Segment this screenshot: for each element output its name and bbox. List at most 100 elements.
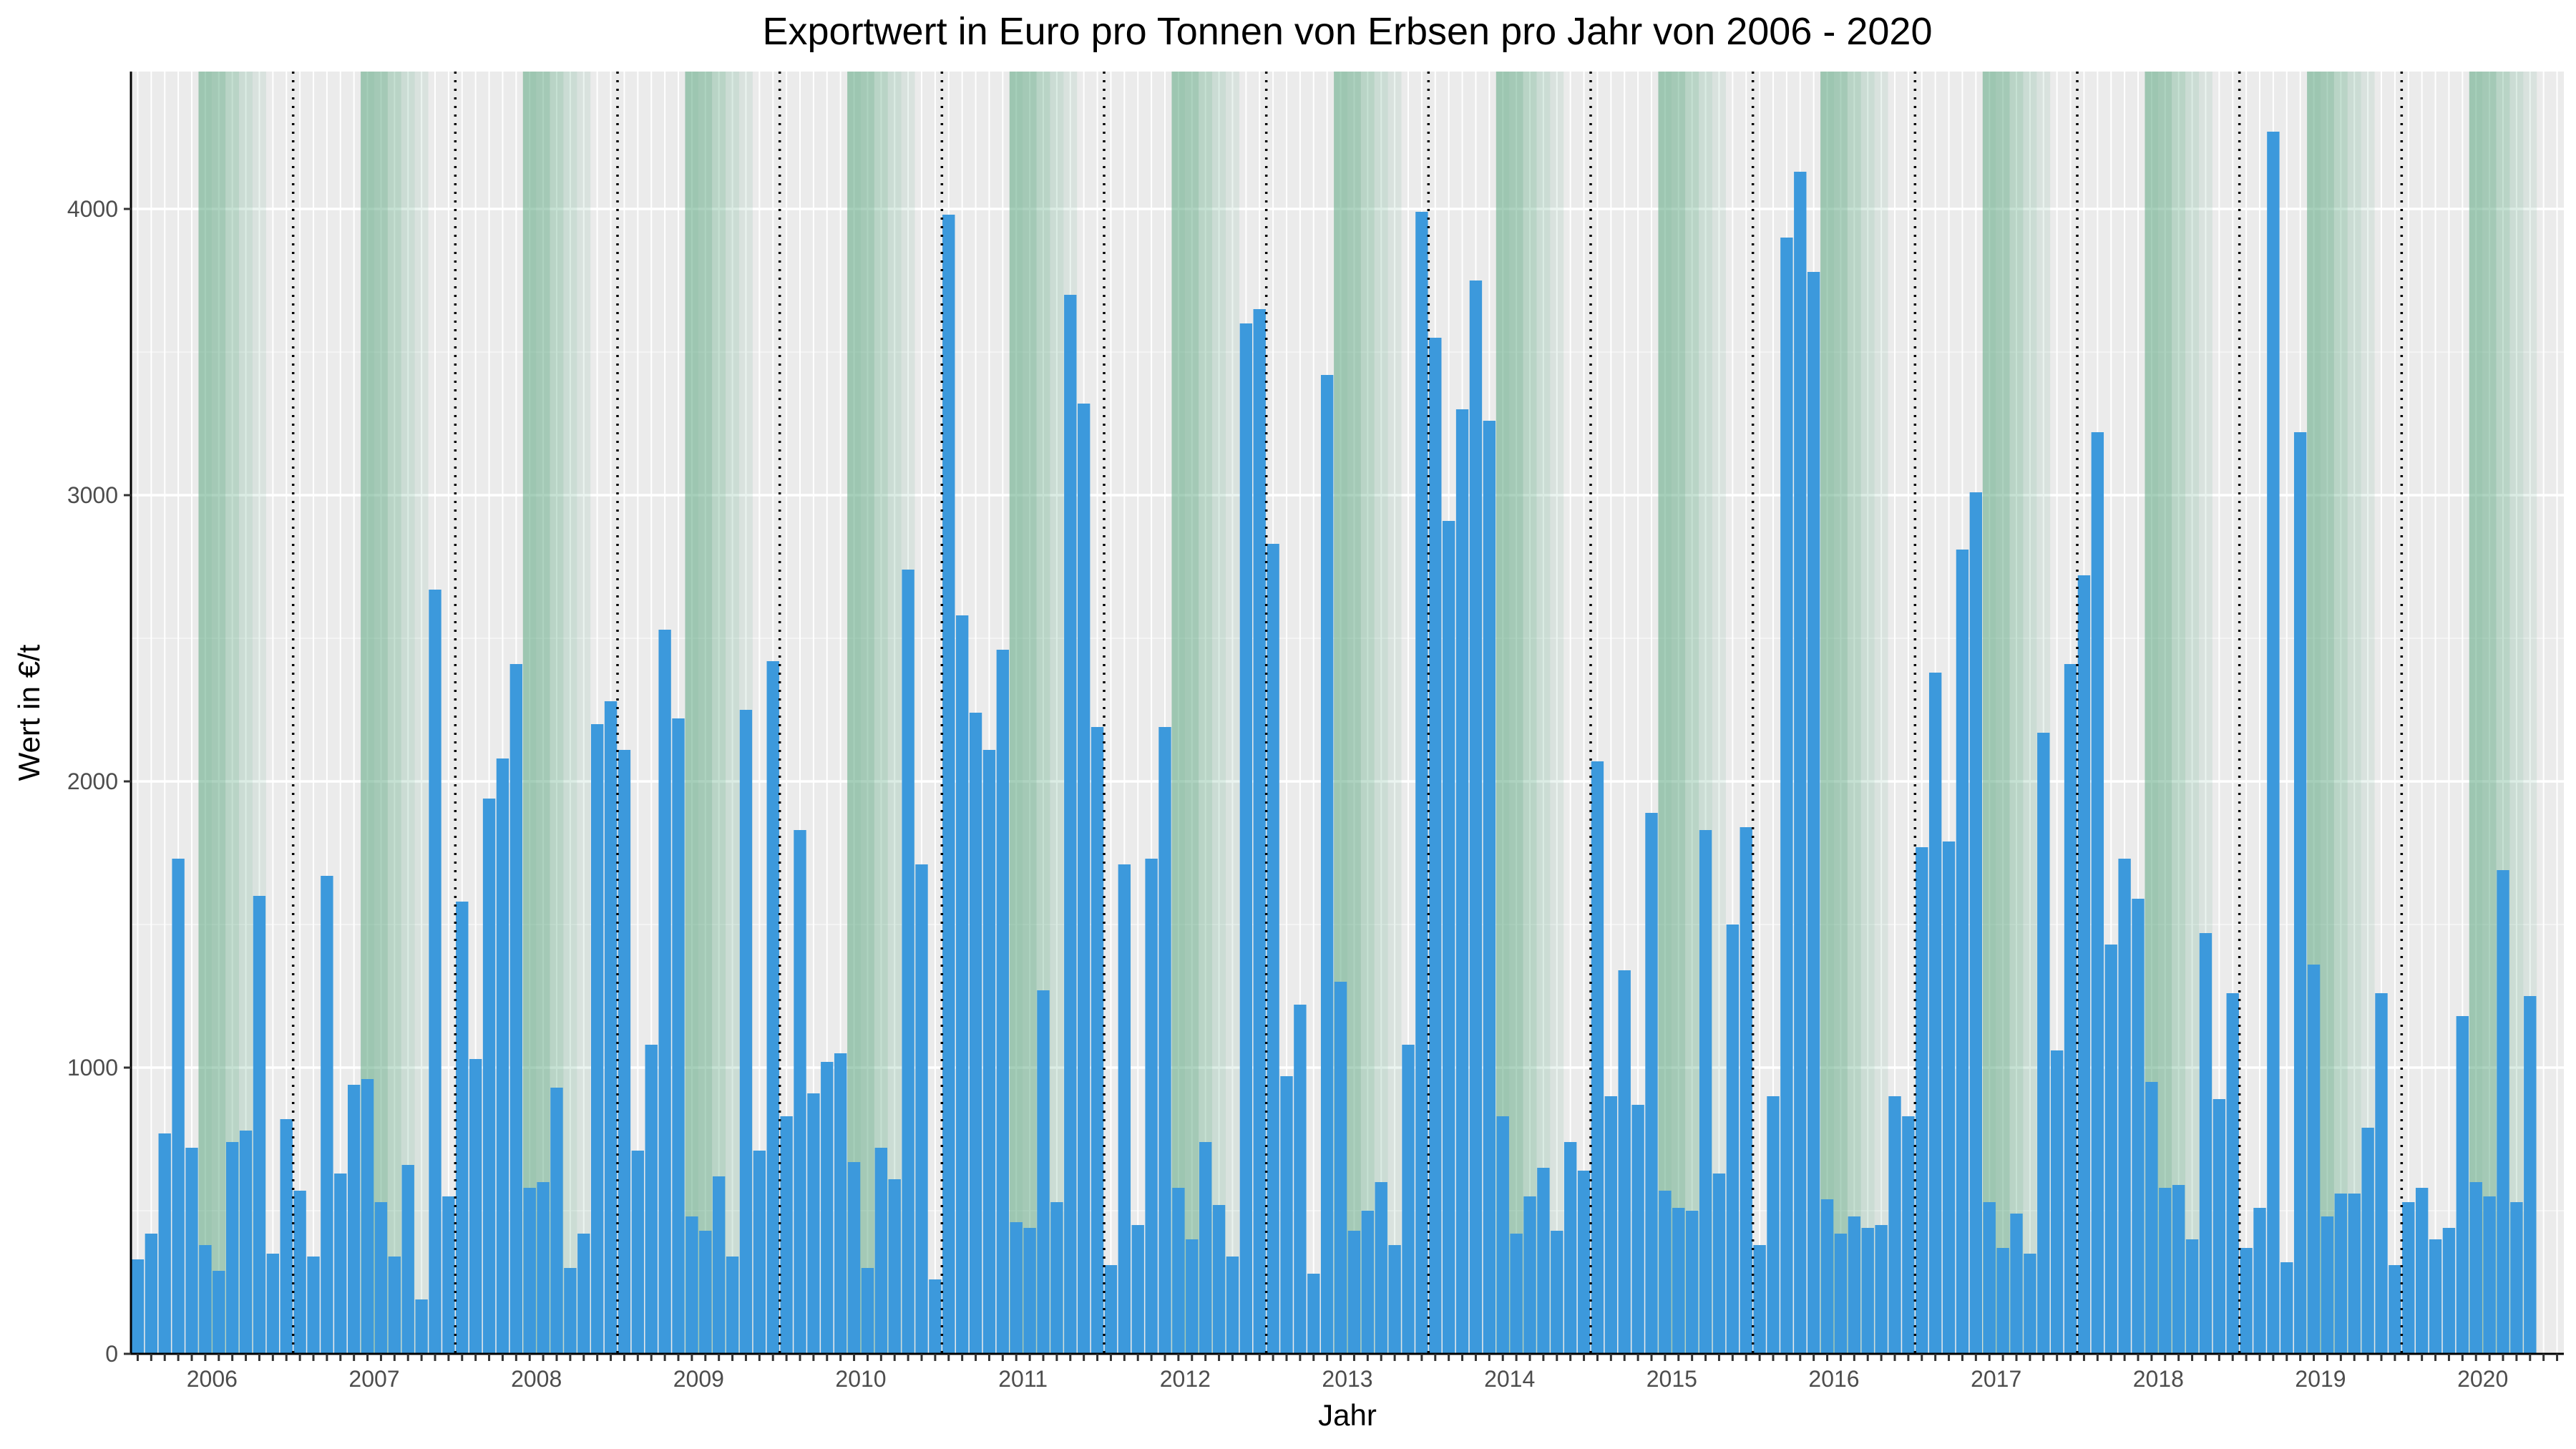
seasonal-shade bbox=[1860, 72, 1875, 1354]
bar bbox=[2077, 575, 2091, 1354]
bar bbox=[2145, 1082, 2158, 1354]
bar bbox=[1212, 1205, 1226, 1354]
seasonal-shade bbox=[1847, 72, 1861, 1354]
seasonal-shade bbox=[225, 72, 240, 1354]
bar bbox=[1659, 1191, 1672, 1354]
seasonal-shade bbox=[522, 72, 537, 1354]
bar bbox=[1699, 830, 1712, 1354]
x-tick-label-year: 2016 bbox=[1808, 1366, 1859, 1392]
seasonal-shade bbox=[414, 72, 429, 1354]
x-tick-label-year: 2018 bbox=[2133, 1366, 2184, 1392]
x-tick-label-year: 2013 bbox=[1322, 1366, 1372, 1392]
bar bbox=[550, 1088, 563, 1354]
bar bbox=[577, 1234, 590, 1354]
x-tick-label-year: 2008 bbox=[511, 1366, 562, 1392]
bar bbox=[874, 1148, 888, 1354]
bar bbox=[1267, 544, 1279, 1354]
bar bbox=[145, 1234, 158, 1354]
bar bbox=[2429, 1239, 2442, 1354]
bar bbox=[374, 1202, 388, 1354]
seasonal-shade bbox=[2172, 72, 2186, 1354]
bar bbox=[807, 1093, 820, 1354]
seasonal-shade bbox=[361, 72, 374, 1354]
bar bbox=[1186, 1239, 1199, 1354]
bar bbox=[2064, 664, 2077, 1354]
seasonal-shade bbox=[1171, 72, 1186, 1354]
bar bbox=[2456, 1016, 2469, 1354]
bar bbox=[1375, 1182, 1387, 1354]
bar bbox=[564, 1268, 577, 1354]
bar bbox=[266, 1254, 280, 1354]
bar bbox=[1442, 521, 1455, 1354]
seasonal-shade bbox=[685, 72, 699, 1354]
bar bbox=[1861, 1228, 1874, 1354]
bar bbox=[1794, 172, 1807, 1354]
bar bbox=[280, 1119, 293, 1354]
x-tick-label-year: 2014 bbox=[1484, 1366, 1535, 1392]
bar bbox=[1780, 238, 1793, 1354]
bar bbox=[253, 896, 266, 1354]
bar bbox=[1956, 550, 1969, 1354]
seasonal-shade bbox=[550, 72, 564, 1354]
bar bbox=[185, 1148, 198, 1354]
bar bbox=[1510, 1234, 1523, 1354]
bar bbox=[2159, 1188, 2172, 1354]
seasonal-shade bbox=[1496, 72, 1510, 1354]
bar bbox=[537, 1182, 550, 1354]
seasonal-shade bbox=[1009, 72, 1023, 1354]
bar bbox=[982, 750, 996, 1354]
bar bbox=[1753, 1245, 1766, 1354]
bar bbox=[347, 1085, 361, 1354]
bar bbox=[888, 1179, 901, 1354]
bar bbox=[1902, 1116, 1915, 1354]
bar bbox=[1388, 1245, 1401, 1354]
bar bbox=[1969, 492, 1983, 1354]
seasonal-shade bbox=[1360, 72, 1375, 1354]
seasonal-shade bbox=[2361, 72, 2375, 1354]
bar bbox=[766, 661, 779, 1354]
x-tick-label-year: 2007 bbox=[348, 1366, 399, 1392]
x-tick-label-year: 2012 bbox=[1160, 1366, 1211, 1392]
bar bbox=[2321, 1216, 2334, 1354]
bar bbox=[1916, 847, 1928, 1354]
seasonal-shade bbox=[198, 72, 213, 1354]
bar bbox=[712, 1176, 726, 1354]
bar bbox=[131, 1259, 145, 1354]
bar bbox=[1740, 827, 1752, 1354]
bar bbox=[2240, 1248, 2253, 1354]
x-tick-label-year: 2015 bbox=[1646, 1366, 1697, 1392]
bar bbox=[1253, 309, 1266, 1354]
bar bbox=[1334, 982, 1347, 1354]
seasonal-shade bbox=[1685, 72, 1699, 1354]
bar bbox=[1050, 1202, 1063, 1354]
bar bbox=[834, 1053, 847, 1354]
bar bbox=[1294, 1005, 1307, 1354]
bar bbox=[1672, 1208, 1685, 1354]
y-tick-label: 3000 bbox=[67, 482, 118, 508]
bar bbox=[1320, 375, 1334, 1354]
bar bbox=[1537, 1168, 1550, 1354]
bar bbox=[1077, 404, 1091, 1354]
seasonal-shade bbox=[698, 72, 713, 1354]
x-tick-label-year: 2011 bbox=[998, 1366, 1048, 1392]
y-tick-label: 0 bbox=[105, 1341, 118, 1367]
bar bbox=[2497, 870, 2509, 1354]
seasonal-shade bbox=[1199, 72, 1213, 1354]
seasonal-shade bbox=[2185, 72, 2199, 1354]
bar bbox=[1928, 673, 1942, 1354]
bar bbox=[1064, 295, 1077, 1354]
bar bbox=[2348, 1194, 2361, 1354]
bar bbox=[1483, 421, 1496, 1354]
bar bbox=[2037, 733, 2050, 1354]
seasonal-shade bbox=[1523, 72, 1537, 1354]
bar bbox=[2415, 1188, 2429, 1354]
axis-layer: 0 1000 2000 3000 4000 2006 2007 2008 2009 2010 201… bbox=[67, 72, 2564, 1392]
bar bbox=[1037, 990, 1050, 1354]
bar bbox=[1158, 727, 1171, 1354]
seasonal-shade bbox=[861, 72, 874, 1354]
bar bbox=[2104, 945, 2117, 1354]
bar bbox=[239, 1131, 253, 1354]
bar bbox=[388, 1257, 401, 1354]
